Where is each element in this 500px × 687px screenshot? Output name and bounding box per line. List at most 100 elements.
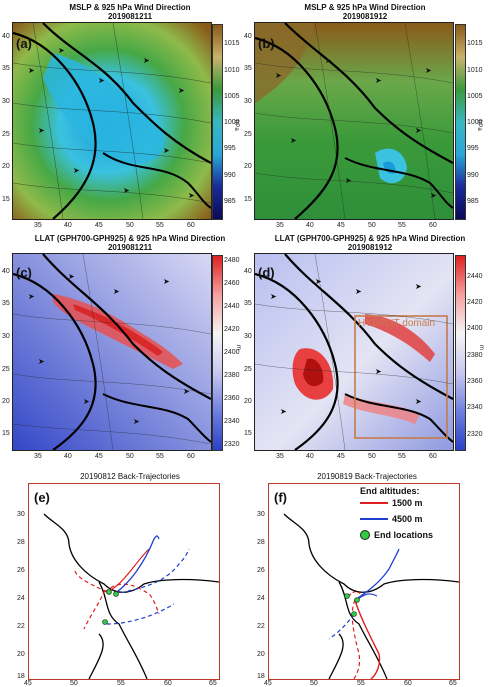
panel-e-title: 20190812 Back-Trajectories bbox=[80, 472, 180, 481]
cbar-d-tick: 2420 bbox=[467, 299, 483, 306]
cbar-a-tick: 1015 bbox=[224, 40, 240, 47]
svg-text:➤: ➤ bbox=[38, 357, 45, 366]
panel-a-title-line2: 2019081211 bbox=[107, 12, 153, 21]
cbar-c-tick: 2420 bbox=[224, 326, 240, 333]
svg-text:➤: ➤ bbox=[133, 417, 140, 426]
x-tick: 60 bbox=[429, 222, 437, 229]
cbar-b-tick: 1015 bbox=[467, 40, 483, 47]
x-tick: 45 bbox=[337, 453, 345, 460]
svg-text:➤: ➤ bbox=[415, 282, 422, 291]
svg-text:➤: ➤ bbox=[430, 191, 437, 200]
cbar-a-unit: hPa bbox=[233, 120, 239, 131]
cbar-a-tick: 985 bbox=[224, 198, 236, 205]
panel-d-label: (d) bbox=[258, 265, 275, 280]
x-tick: 40 bbox=[306, 453, 314, 460]
svg-text:➤: ➤ bbox=[315, 277, 322, 286]
y-tick: 18 bbox=[257, 673, 265, 680]
legend-title: End altitudes: bbox=[360, 486, 420, 496]
cbar-b-unit: hPa bbox=[476, 120, 482, 131]
x-tick: 55 bbox=[398, 453, 406, 460]
cbar-b-tick: 1005 bbox=[467, 93, 483, 100]
y-tick: 15 bbox=[244, 196, 252, 203]
x-tick: 40 bbox=[64, 453, 72, 460]
svg-text:➤: ➤ bbox=[425, 66, 432, 75]
y-tick: 30 bbox=[244, 98, 252, 105]
cbar-c-tick: 2340 bbox=[224, 418, 240, 425]
x-tick: 55 bbox=[357, 680, 365, 687]
svg-text:➤: ➤ bbox=[123, 186, 130, 195]
cbar-d-tick: 2340 bbox=[467, 404, 483, 411]
x-tick: 50 bbox=[368, 222, 376, 229]
cbar-d-unit: m bbox=[478, 345, 484, 350]
cbar-d-tick: 2320 bbox=[467, 431, 483, 438]
svg-text:➤: ➤ bbox=[98, 76, 105, 85]
y-tick: 20 bbox=[2, 398, 10, 405]
y-tick: 35 bbox=[2, 65, 10, 72]
panel-e-label: (e) bbox=[34, 490, 50, 505]
panel-f-title: 20190819 Back-Trajectories bbox=[317, 472, 417, 481]
y-tick: 26 bbox=[257, 567, 265, 574]
panel-f-label: (f) bbox=[274, 490, 287, 505]
cbar-a-tick: 1010 bbox=[224, 67, 240, 74]
panel-d-title: LLAT (GPH700-GPH925) & 925 hPa Wind Dire… bbox=[260, 234, 480, 252]
svg-text:➤: ➤ bbox=[290, 136, 297, 145]
x-tick: 45 bbox=[95, 453, 103, 460]
traj-e-svg bbox=[43, 513, 220, 680]
y-tick: 40 bbox=[2, 33, 10, 40]
panel-b-title: MSLP & 925 hPa Wind Direction 2019081912 bbox=[265, 3, 465, 21]
svg-text:➤: ➤ bbox=[28, 292, 35, 301]
y-tick: 30 bbox=[244, 333, 252, 340]
svg-text:➤: ➤ bbox=[188, 191, 195, 200]
y-tick: 35 bbox=[2, 300, 10, 307]
x-tick: 65 bbox=[209, 680, 217, 687]
svg-text:➤: ➤ bbox=[113, 287, 120, 296]
colorbar-a bbox=[212, 24, 223, 220]
cbar-d-tick: 2360 bbox=[467, 378, 483, 385]
y-tick: 40 bbox=[244, 33, 252, 40]
y-tick: 15 bbox=[2, 430, 10, 437]
trajectory-panel-e bbox=[28, 483, 220, 680]
panel-b-title-line2: 2019081912 bbox=[342, 12, 388, 21]
cbar-a-tick: 1000 bbox=[224, 119, 240, 126]
y-tick: 25 bbox=[2, 366, 10, 373]
map-d-svg: HYSPLIT domain ➤ ➤ ➤ ➤ ➤ ➤ ➤ bbox=[255, 254, 453, 450]
svg-text:➤: ➤ bbox=[375, 367, 382, 376]
y-tick: 20 bbox=[244, 163, 252, 170]
cbar-a-tick: 990 bbox=[224, 172, 236, 179]
x-tick: 65 bbox=[449, 680, 457, 687]
x-tick: 60 bbox=[187, 453, 195, 460]
y-tick: 24 bbox=[17, 595, 25, 602]
x-tick: 55 bbox=[398, 222, 406, 229]
cbar-d-tick: 2400 bbox=[467, 325, 483, 332]
x-tick: 50 bbox=[310, 680, 318, 687]
cbar-c-unit: m bbox=[235, 345, 241, 350]
colorbar-b bbox=[455, 24, 466, 220]
x-tick: 50 bbox=[126, 222, 134, 229]
cbar-a-tick: 1005 bbox=[224, 93, 240, 100]
cbar-d-tick: 2440 bbox=[467, 273, 483, 280]
panel-d-title-line2: 2019081912 bbox=[347, 243, 393, 252]
y-tick: 20 bbox=[17, 651, 25, 658]
y-tick: 18 bbox=[17, 673, 25, 680]
x-tick: 55 bbox=[156, 222, 164, 229]
cbar-b-tick: 1010 bbox=[467, 67, 483, 74]
legend-item-end: End locations bbox=[360, 530, 455, 540]
map-panel-d: HYSPLIT domain ➤ ➤ ➤ ➤ ➤ ➤ ➤ bbox=[254, 253, 454, 451]
trajectory-panel-f bbox=[268, 483, 460, 680]
svg-text:➤: ➤ bbox=[28, 66, 35, 75]
y-tick: 22 bbox=[257, 623, 265, 630]
x-tick: 45 bbox=[95, 222, 103, 229]
y-tick: 30 bbox=[2, 98, 10, 105]
panel-a-label: (a) bbox=[16, 36, 32, 51]
colorbar-d bbox=[455, 255, 466, 451]
x-tick: 55 bbox=[117, 680, 125, 687]
y-tick: 28 bbox=[257, 539, 265, 546]
x-tick: 35 bbox=[34, 453, 42, 460]
x-tick: 35 bbox=[276, 453, 284, 460]
y-tick: 25 bbox=[2, 131, 10, 138]
svg-text:➤: ➤ bbox=[375, 76, 382, 85]
y-tick: 20 bbox=[244, 398, 252, 405]
legend-label: End locations bbox=[374, 530, 434, 540]
x-tick: 35 bbox=[34, 222, 42, 229]
svg-text:➤: ➤ bbox=[415, 126, 422, 135]
